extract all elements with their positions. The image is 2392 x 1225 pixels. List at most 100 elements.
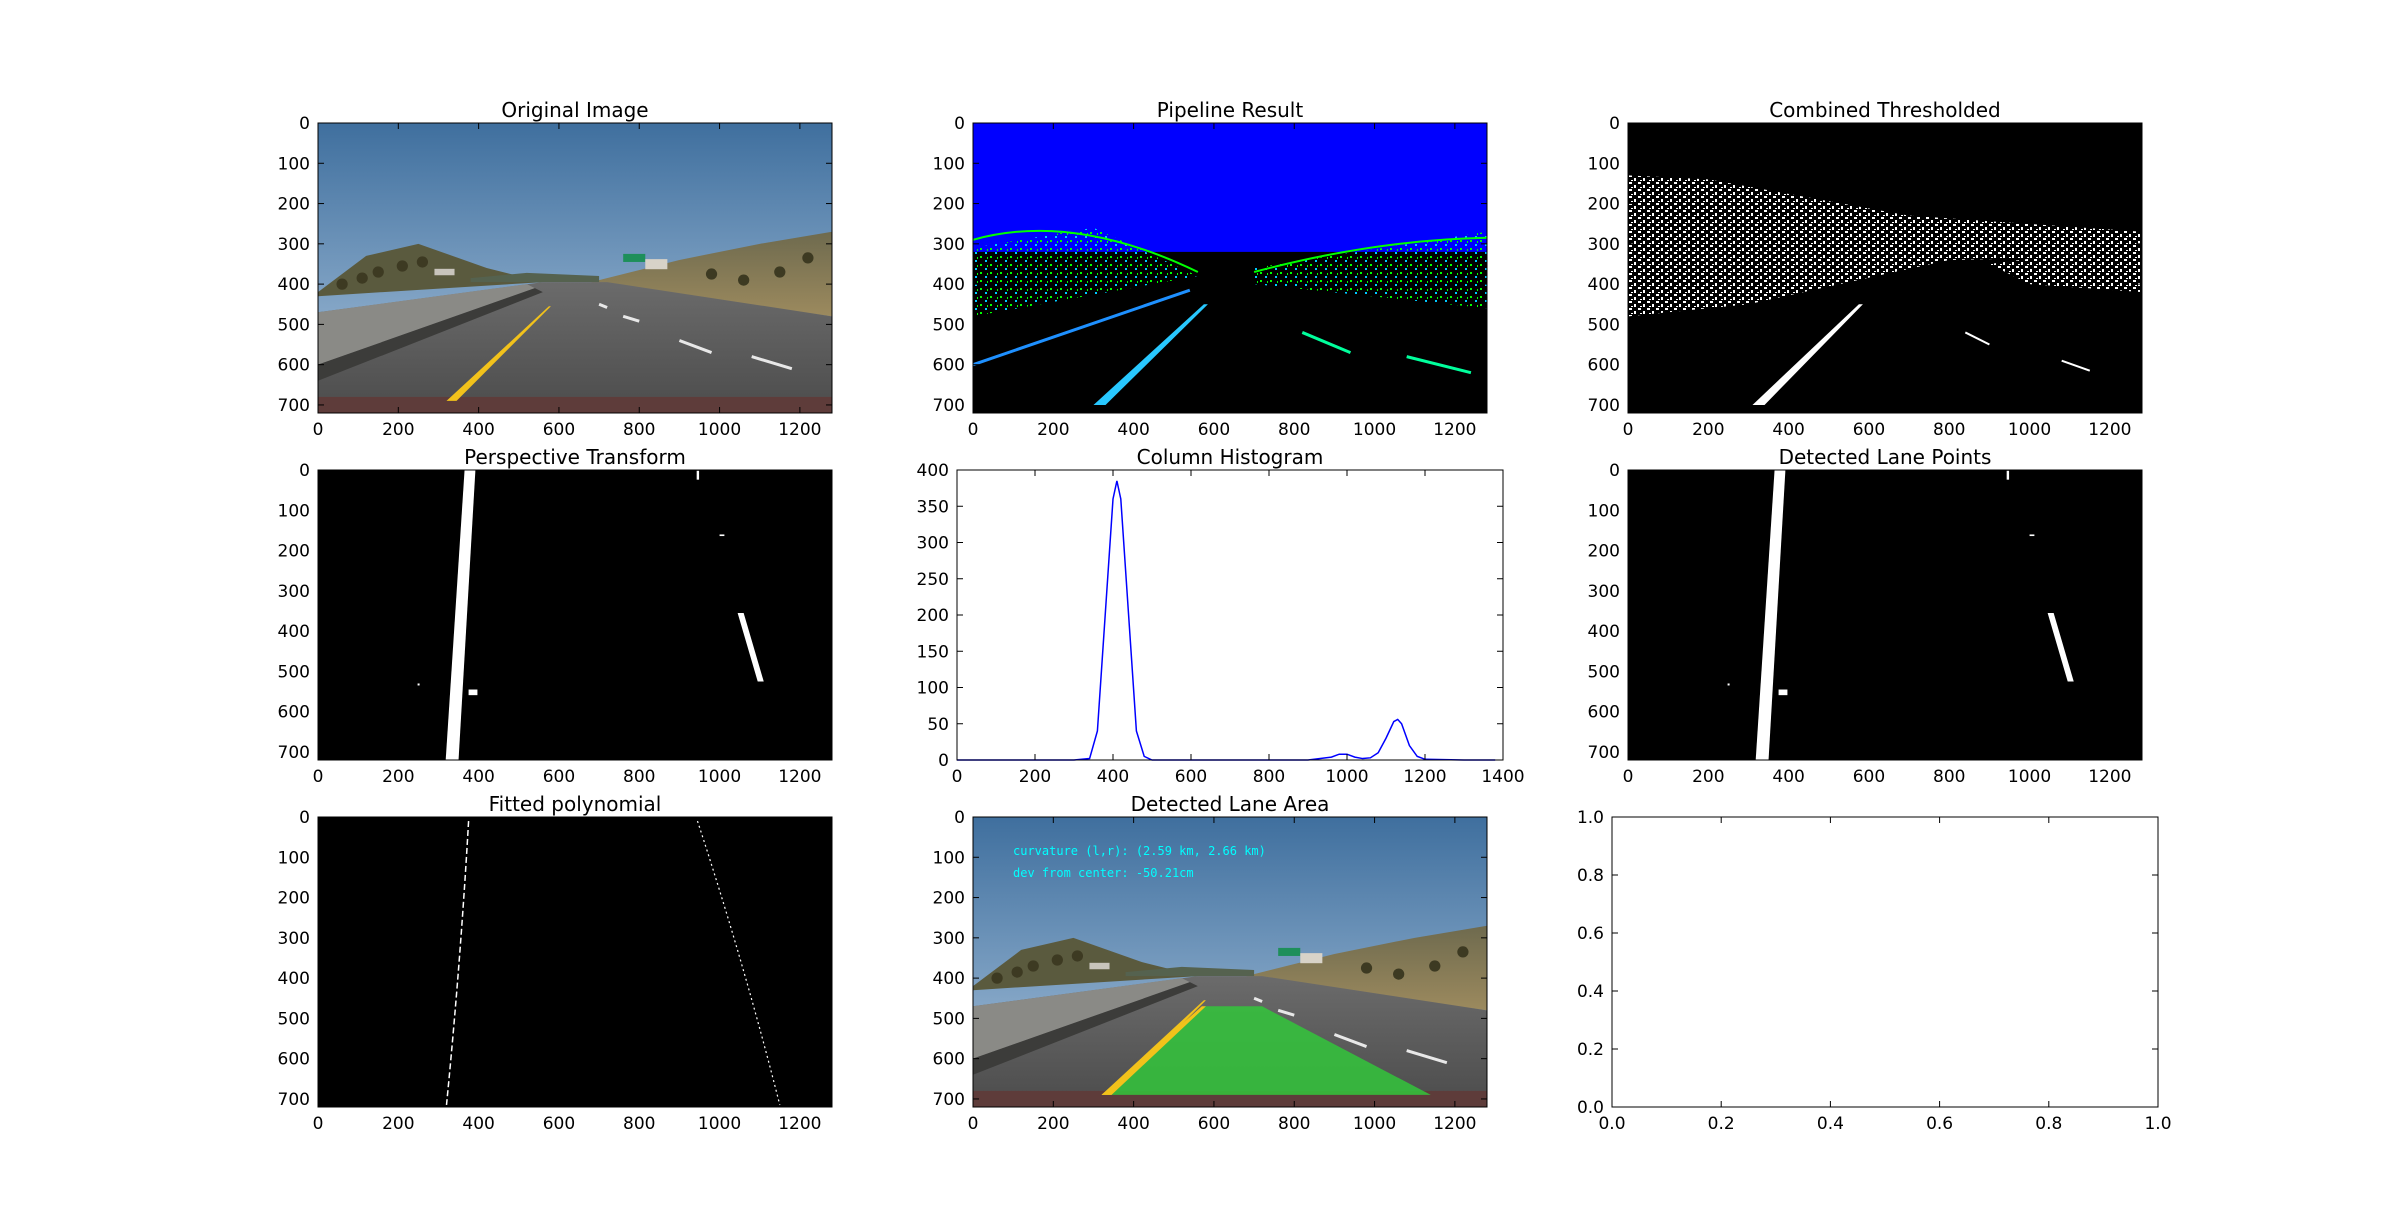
right-lane-pixels xyxy=(2047,612,2074,682)
shrub xyxy=(1027,960,1039,972)
x-tick-label: 1000 xyxy=(698,767,741,787)
panel-lanearea: curvature (l,r): (2.59 km, 2.66 km) dev f… xyxy=(933,792,1488,1134)
axes-frame xyxy=(317,816,833,1108)
x-tick-label: 400 xyxy=(1097,767,1129,787)
hillside-noise xyxy=(1628,175,2142,317)
y-tick-label: 300 xyxy=(917,534,949,554)
y-tick-label: 600 xyxy=(933,356,965,376)
speck xyxy=(1727,683,1730,686)
x-tick-label: 200 xyxy=(1037,420,1069,440)
y-tick-label: 0 xyxy=(954,114,965,134)
y-tick-label: 700 xyxy=(1588,743,1620,763)
speck xyxy=(417,683,420,686)
x-tick-label: 600 xyxy=(1853,767,1885,787)
y-tick-label: 300 xyxy=(1588,582,1620,602)
barrier-shadow xyxy=(973,982,1198,1075)
x-tick-label: 1200 xyxy=(1433,420,1476,440)
shrub xyxy=(705,268,718,280)
shrub xyxy=(1011,966,1023,978)
x-tick-label: 1000 xyxy=(1325,767,1368,787)
dash-edge xyxy=(1301,331,1352,354)
panel-title: Fitted polynomial xyxy=(489,792,662,816)
y-tick-label: 0 xyxy=(299,461,310,481)
y-tick-label: 300 xyxy=(278,929,310,949)
axes-frame xyxy=(972,122,1488,414)
x-tick-label: 1000 xyxy=(698,420,741,440)
y-tick-label: 700 xyxy=(1588,396,1620,416)
x-tick-label: 0.2 xyxy=(1708,1114,1735,1134)
shrub xyxy=(336,278,348,290)
y-tick-label: 700 xyxy=(278,743,310,763)
y-tick-label: 100 xyxy=(917,679,949,699)
lane-dash xyxy=(1333,1033,1368,1048)
y-tick-label: 500 xyxy=(278,662,310,682)
y-tick-label: 400 xyxy=(933,275,965,295)
y-tick-label: 700 xyxy=(278,396,310,416)
y-tick-label: 400 xyxy=(278,969,310,989)
overlay-text: curvature (l,r): (2.59 km, 2.66 km) xyxy=(1013,844,1266,858)
y-tick-label: 0 xyxy=(1609,114,1620,134)
y-tick-label: 400 xyxy=(1588,622,1620,642)
y-tick-label: 0.6 xyxy=(1577,924,1604,944)
x-tick-label: 800 xyxy=(623,1114,655,1134)
background xyxy=(318,817,832,1107)
y-tick-label: 100 xyxy=(278,154,310,174)
x-tick-label: 0 xyxy=(313,420,324,440)
panel-title: Pipeline Result xyxy=(1157,98,1304,122)
y-tick-label: 200 xyxy=(1588,195,1620,215)
left-lane-pixels xyxy=(445,470,476,760)
x-tick-label: 600 xyxy=(1198,1114,1230,1134)
x-tick-label: 1000 xyxy=(2008,767,2051,787)
shrub xyxy=(738,274,750,286)
lane-dash xyxy=(1406,1049,1448,1065)
lane-dash xyxy=(751,355,793,371)
y-tick-label: 250 xyxy=(917,570,949,590)
y-tick-label: 0 xyxy=(1609,461,1620,481)
y-tick-label: 0 xyxy=(938,751,949,771)
y-tick-label: 100 xyxy=(933,154,965,174)
right-lane-speck xyxy=(2006,470,2010,480)
lane-dash xyxy=(1277,1008,1295,1017)
x-tick-label: 600 xyxy=(543,767,575,787)
road-sign xyxy=(623,253,646,262)
x-tick-label: 400 xyxy=(1772,420,1804,440)
left-lane-blob xyxy=(1778,689,1788,696)
y-tick-label: 50 xyxy=(927,715,949,735)
x-tick-label: 1200 xyxy=(1403,767,1446,787)
panel-title: Column Histogram xyxy=(1137,445,1324,469)
right-noise xyxy=(1989,243,2142,293)
overlay-text: dev from center: -50.21cm xyxy=(1013,866,1194,880)
panel-empty: 0.0 0.2 0.4 0.6 0.8 1.0 0.0 0.2 0.4 0.6 0.8 1.0 xyxy=(1577,808,2172,1134)
x-tick-label: 600 xyxy=(543,420,575,440)
lane-dash xyxy=(1253,996,1263,1003)
y-tick-label: 0.2 xyxy=(1577,1040,1604,1060)
shrub xyxy=(356,272,368,284)
y-tick-label: 300 xyxy=(933,929,965,949)
y-tick-label: 400 xyxy=(933,969,965,989)
x-tick-label: 0 xyxy=(313,1114,324,1134)
x-tick-label: 1.0 xyxy=(2144,1114,2171,1134)
left-hill xyxy=(973,937,1198,991)
y-tick-label: 300 xyxy=(1588,235,1620,255)
x-tick-label: 1200 xyxy=(2088,767,2131,787)
shrub xyxy=(1360,962,1373,974)
shrub xyxy=(1051,954,1063,966)
barrier xyxy=(318,284,535,365)
x-tick-label: 200 xyxy=(1692,767,1724,787)
hill-edge xyxy=(1253,236,1488,273)
x-tick-label: 0 xyxy=(952,767,963,787)
y-tick-label: 0.8 xyxy=(1577,866,1604,886)
horizon-trees xyxy=(470,272,600,283)
x-tick-label: 0 xyxy=(968,420,979,440)
x-tick-label: 800 xyxy=(1933,767,1965,787)
y-tick-label: 200 xyxy=(933,195,965,215)
y-tick-label: 0 xyxy=(299,114,310,134)
x-tick-label: 0.8 xyxy=(2035,1114,2062,1134)
x-tick-label: 400 xyxy=(462,420,494,440)
y-tick-label: 100 xyxy=(1588,154,1620,174)
y-tick-label: 600 xyxy=(1588,356,1620,376)
x-tick-label: 0.4 xyxy=(1817,1114,1844,1134)
y-tick-label: 150 xyxy=(917,642,949,662)
